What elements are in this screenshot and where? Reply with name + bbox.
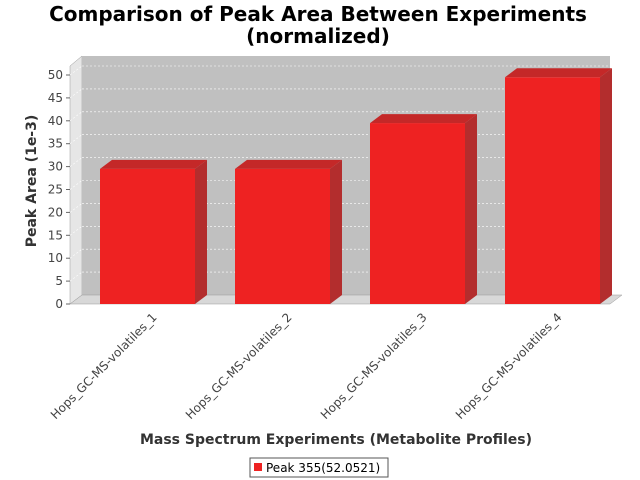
y-tick-label: 20	[48, 205, 63, 219]
grid-line-side	[69, 65, 83, 76]
bar-top	[505, 68, 612, 78]
y-tick-label: 10	[48, 251, 63, 265]
grid-line-side	[69, 203, 83, 213]
grid-line-side	[69, 226, 83, 236]
x-axis-tick-labels: Hops_GC-MS-volatiles_1 Hops_GC-MS-volatil…	[48, 310, 565, 422]
chart-title-line2: (normalized)	[246, 24, 390, 48]
bar-front	[100, 168, 195, 304]
bar	[370, 114, 477, 304]
bar-top	[100, 159, 207, 169]
x-axis-title: Mass Spectrum Experiments (Metabolite Pr…	[140, 432, 532, 448]
bar-top	[370, 114, 477, 124]
legend-swatch	[254, 463, 262, 471]
y-tick-label: 35	[48, 137, 63, 151]
bar	[235, 159, 342, 304]
y-axis-ticks: 0 5 10 15 20 25 30 35 40 45 50	[48, 68, 70, 311]
x-tick-label: Hops_GC-MS-volatiles_1	[48, 310, 160, 422]
grid-line-side	[69, 88, 83, 99]
y-tick-label: 25	[48, 183, 63, 197]
y-axis-title: Peak Area (1e-3)	[24, 115, 40, 248]
y-tick-label: 0	[55, 297, 63, 311]
bar-side	[330, 159, 342, 304]
bar-side	[600, 68, 612, 304]
bar-front	[370, 123, 465, 304]
y-tick-label: 30	[48, 160, 63, 174]
y-tick-label: 15	[48, 228, 63, 242]
legend: Peak 355(52.0521)	[249, 457, 389, 478]
x-tick-label: Hops_GC-MS-volatiles_4	[453, 310, 565, 422]
legend-box	[249, 457, 389, 478]
y-tick-label: 5	[55, 274, 63, 288]
y-tick-label: 45	[48, 91, 63, 105]
grid-line-side	[69, 248, 83, 259]
grid-line-side	[69, 157, 83, 167]
legend-label: Peak 355(52.0521)	[266, 461, 380, 475]
x-tick-label: Hops_GC-MS-volatiles_2	[183, 310, 295, 422]
bar	[505, 68, 612, 304]
plot-left-wall	[69, 55, 83, 305]
bar-front	[235, 168, 330, 304]
chart-title-line1: Comparison of Peak Area Between Experime…	[49, 2, 587, 26]
bar-top	[235, 159, 342, 169]
bars	[100, 68, 612, 304]
grid-line-side	[69, 180, 83, 190]
x-tick-label: Hops_GC-MS-volatiles_3	[318, 310, 430, 422]
y-tick-label: 40	[48, 114, 63, 128]
y-tick-label: 50	[48, 68, 63, 82]
grid-line-side	[69, 271, 83, 282]
bar-front	[505, 77, 600, 304]
grid-line-side	[69, 111, 83, 122]
bar-side	[465, 114, 477, 304]
bar	[100, 159, 207, 304]
grid-line-side	[69, 134, 83, 144]
bar-side	[195, 159, 207, 304]
